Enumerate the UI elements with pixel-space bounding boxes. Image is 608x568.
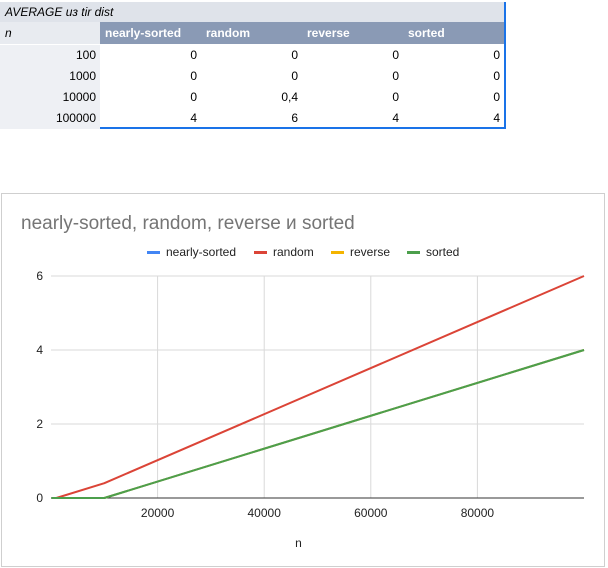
table-cell[interactable]: 4 (190, 111, 197, 125)
line-chart[interactable]: nearly-sorted, random, reverse и sorted … (1, 193, 605, 567)
pivot-selection-border (0, 2, 506, 129)
legend-label: random (273, 245, 314, 259)
table-row: 1000 0 0 0 0 (0, 66, 504, 87)
pivot-header-row: n nearly-sorted random reverse sorted (0, 22, 504, 44)
table-cell[interactable]: 0 (392, 90, 399, 104)
column-header-nearly-sorted[interactable]: nearly-sorted (105, 26, 182, 40)
table-cell[interactable]: 0 (392, 48, 399, 62)
pivot-title-row: AVERAGE из tir dist (0, 2, 504, 23)
table-cell[interactable]: 0 (190, 90, 197, 104)
table-cell[interactable]: 0 (190, 48, 197, 62)
series-line-random (51, 275, 585, 499)
table-cell[interactable]: 4 (493, 111, 500, 125)
legend-label: nearly-sorted (166, 245, 237, 259)
series-line-sorted (51, 349, 585, 499)
legend-swatch (254, 251, 267, 254)
chart-title: nearly-sorted, random, reverse и sorted (21, 213, 355, 234)
x-tick-label: 60000 (354, 506, 388, 520)
table-row: 100000 4 6 4 4 (0, 108, 504, 129)
table-cell[interactable]: 0 (291, 48, 298, 62)
pivot-title: AVERAGE из tir dist (5, 5, 114, 19)
plot-area: 0 2 4 6 20000 40000 60000 80000 n (36, 269, 585, 550)
x-axis-title: n (295, 536, 302, 550)
pivot-table: AVERAGE из tir dist n nearly-sorted rand… (0, 0, 506, 129)
y-tick-label: 2 (36, 417, 43, 431)
legend-swatch (331, 251, 344, 254)
x-tick-label: 40000 (248, 506, 282, 520)
pivot-row-header[interactable]: n (0, 22, 100, 44)
table-row: 10000 0 0,4 0 0 (0, 87, 504, 108)
column-header-random[interactable]: random (206, 26, 251, 40)
legend-label: reverse (350, 245, 391, 259)
chart-legend: nearly-sorted random reverse sorted (2, 245, 604, 261)
table-cell[interactable]: 0 (291, 69, 298, 83)
y-tick-label: 4 (36, 343, 43, 357)
table-cell[interactable]: 0 (493, 69, 500, 83)
table-cell[interactable]: 4 (392, 111, 399, 125)
column-header-sorted[interactable]: sorted (408, 26, 445, 40)
table-row: 100 0 0 0 0 (0, 45, 504, 66)
row-label[interactable]: 100000 (0, 108, 100, 129)
table-cell[interactable]: 0,4 (281, 90, 298, 104)
table-cell[interactable]: 0 (493, 48, 500, 62)
y-tick-label: 6 (36, 269, 43, 283)
column-header-reverse[interactable]: reverse (307, 26, 350, 40)
legend-label: sorted (426, 245, 460, 259)
row-label[interactable]: 1000 (0, 66, 100, 87)
table-cell[interactable]: 0 (392, 69, 399, 83)
row-label[interactable]: 10000 (0, 87, 100, 108)
x-tick-label: 20000 (141, 506, 175, 520)
table-cell[interactable]: 0 (190, 69, 197, 83)
table-cell[interactable]: 6 (291, 111, 298, 125)
x-tick-label: 80000 (461, 506, 495, 520)
table-cell[interactable]: 0 (493, 90, 500, 104)
y-tick-label: 0 (36, 491, 43, 505)
legend-swatch (407, 251, 420, 254)
legend-swatch (147, 251, 160, 254)
row-label[interactable]: 100 (0, 45, 100, 66)
